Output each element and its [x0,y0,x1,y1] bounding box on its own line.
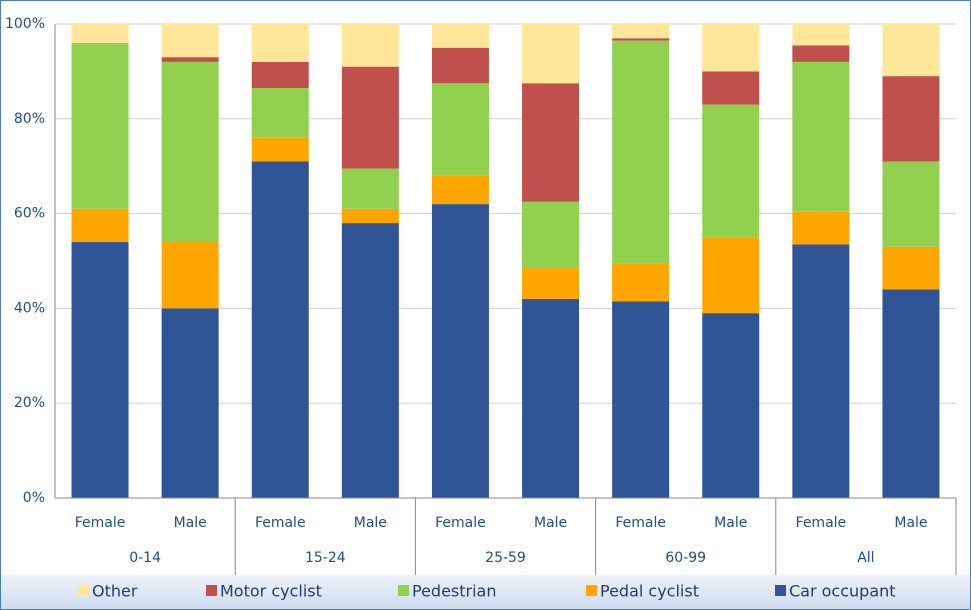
bar-segment [341,208,399,224]
y-tick-label: 100% [5,16,45,32]
x-tick-label: Female [435,515,486,531]
bar-segment [161,24,219,58]
bar-segment [612,263,670,302]
bar-segment [612,40,670,264]
bar-segment [341,24,399,67]
bar-segment [431,24,489,48]
bar-segment [792,45,850,62]
bar-segment [161,61,219,243]
legend-label: Car occupant [789,582,896,601]
legend-label: Pedestrian [412,582,497,601]
bar-segment [431,204,489,498]
bar-segment [792,211,850,245]
bar-segment [792,244,850,498]
group-label: 60-99 [665,550,706,566]
y-tick-label: 0% [23,490,45,506]
bar-segment [702,237,760,314]
bar-segment [702,71,760,105]
bar-segment [792,61,850,212]
legend-swatch [586,585,597,596]
x-tick-label: Female [796,515,847,531]
bar-segment [251,161,309,498]
bar-segment [612,301,670,498]
bar-segment [522,83,580,202]
bar-segment [702,313,760,498]
legend-label: Other [92,582,138,601]
bar-segment [882,161,940,247]
bar-segment [792,24,850,46]
x-tick-label: Male [534,515,567,531]
bar-segment [341,168,399,209]
bar-segment [522,24,580,84]
group-label: 25-59 [485,550,526,566]
legend-swatch [78,585,89,596]
y-tick-label: 60% [14,206,45,222]
bar-segment [71,42,129,209]
bar-segment [71,208,129,243]
bar-segment [882,24,940,77]
x-tick-label: Female [255,515,306,531]
bar-segment [612,38,670,41]
legend-swatch [775,585,786,596]
bar-segment [161,308,219,498]
bar-segment [431,175,489,205]
legend-swatch [398,585,409,596]
bar-segment [882,289,940,498]
bar-segment [251,24,309,62]
legend-label: Pedal cyclist [600,582,699,601]
x-tick-label: Male [354,515,387,531]
group-label: All [857,550,874,566]
legend-band [1,575,970,609]
group-label: 15-24 [305,550,346,566]
y-tick-label: 40% [14,300,45,316]
bar-segment [161,242,219,309]
bar-segment [71,24,129,43]
bar-segment [522,201,580,269]
bar-segment [702,104,760,238]
legend-label: Motor cyclist [220,582,322,601]
y-tick-label: 80% [14,111,45,127]
bar-segment [251,87,309,138]
bar-segment [251,137,309,162]
legend-swatch [206,585,217,596]
bar-segment [882,246,940,290]
bar-segment [431,83,489,176]
x-tick-label: Male [714,515,747,531]
y-tick-label: 20% [14,395,45,411]
bar-segment [612,24,670,39]
bar-segment [431,47,489,84]
bar-segment [341,66,399,169]
bar-segment [161,57,219,62]
bar-segment [882,76,940,162]
bar-segment [702,24,760,72]
bar-segment [522,298,580,498]
bar-segment [71,242,129,498]
x-tick-label: Male [174,515,207,531]
bar-segment [522,268,580,299]
bar-segment [251,61,309,88]
bar-segment [341,223,399,498]
group-label: 0-14 [129,550,161,566]
x-tick-label: Female [75,515,126,531]
legend: Other Motor cyclist Pedestrian Pedal cyclis… [78,582,896,601]
x-tick-label: Female [615,515,666,531]
x-tick-label: Male [894,515,927,531]
